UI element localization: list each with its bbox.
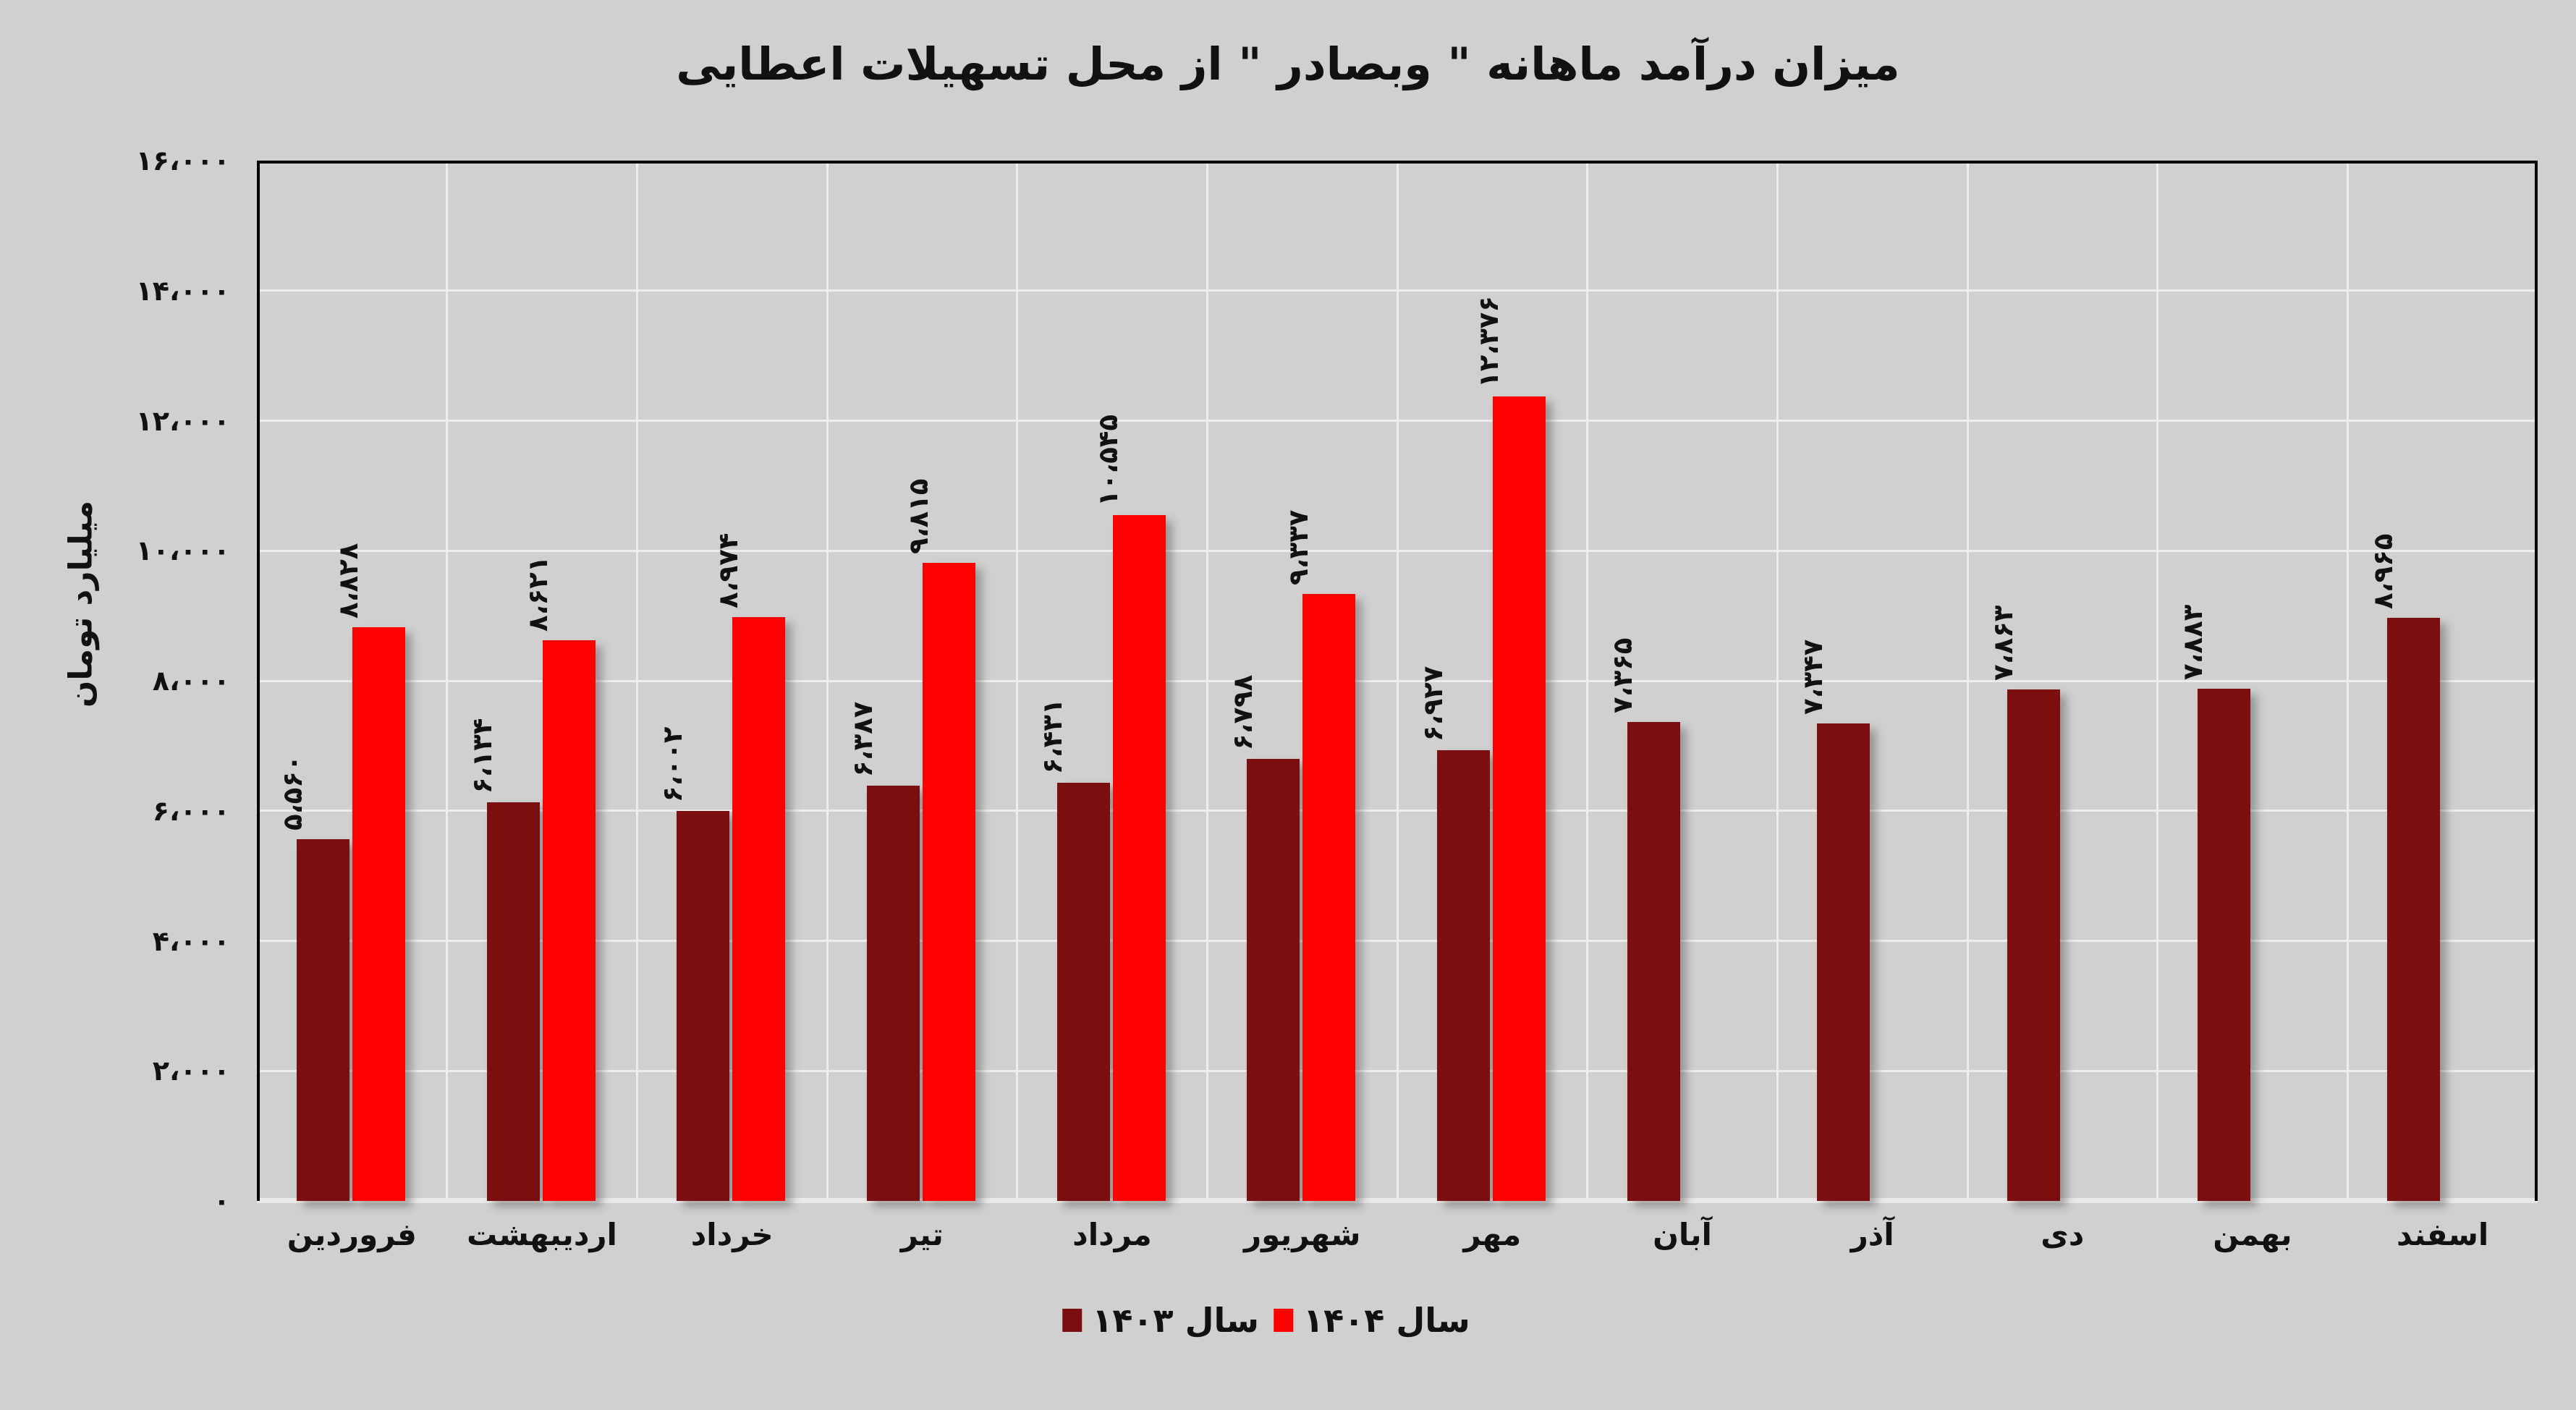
legend-swatch-1404 (1274, 1309, 1293, 1332)
bar-value-text: ۶،۷۹۸ (1226, 674, 1258, 751)
x-tick-label: دی (2041, 1217, 2085, 1252)
x-tick-label: اسفند (2396, 1217, 2489, 1252)
bar-year1403 (2007, 689, 2060, 1201)
bar-value-text: ۸،۸۲۸ (332, 543, 364, 619)
plot-border-right (2535, 161, 2538, 1201)
bar-year1403 (486, 802, 540, 1201)
bar-year1404 (923, 562, 975, 1201)
x-tick-label: مرداد (1072, 1217, 1152, 1252)
x-tick-label: فروردین (287, 1217, 417, 1252)
y-tick-label: ۶،۰۰۰ (152, 794, 230, 827)
x-axis-baseline (257, 1198, 2538, 1203)
bar-year1403 (1817, 723, 1870, 1201)
legend-item-1403: سال ۱۴۰۳ (1062, 1301, 1259, 1340)
gridline-vertical (446, 161, 449, 1201)
bar-year1403 (1247, 759, 1300, 1201)
x-tick-label: بهمن (2213, 1217, 2292, 1252)
bar-value-text: ۶،۹۲۷ (1417, 666, 1449, 742)
bar-year1403 (297, 839, 349, 1201)
y-tick-label: ۱۰،۰۰۰ (135, 535, 230, 567)
bar-value-text: ۷،۸۸۳ (2177, 604, 2209, 680)
x-tick-label: اردیبهشت (466, 1217, 617, 1252)
bar-value-text: ۷،۸۶۳ (1987, 605, 2019, 681)
x-tick-label: مهر (1463, 1217, 1522, 1252)
bar-value-text: ۶،۰۰۲ (656, 726, 688, 802)
gridline-vertical (826, 161, 829, 1201)
bar-value-text: ۹،۳۳۷ (1282, 509, 1314, 585)
plot-area: ۵،۵۶۰ ۶،۱۳۴ ۶،۰۰۲ ۶،۳۸۷ ۶،۴۳۱ ۶،۷۹۸ ۶،۹۲۷ ۷،۳۶۵… (257, 161, 2538, 1203)
bar-value-text: ۹،۸۱۵ (902, 478, 934, 554)
y-tick-label: ۰ (213, 1185, 230, 1217)
chart-title: میزان درآمد ماهانه " وبصادر " از محل تسه… (676, 38, 1900, 90)
x-tick-label: آذر (1850, 1217, 1894, 1252)
y-tick-label: ۴،۰۰۰ (152, 925, 230, 957)
gridline-vertical (1396, 161, 1399, 1201)
bar-year1403 (2197, 688, 2250, 1201)
legend: سال ۱۴۰۳ سال ۱۴۰۴ (1062, 1301, 1470, 1340)
bar-year1403 (1627, 722, 1680, 1201)
bar-value-text: ۶،۱۳۴ (467, 718, 499, 794)
bar-value-text: ۸،۶۲۱ (522, 556, 554, 632)
bar-value-text: ۱۰،۵۴۵ (1093, 415, 1124, 507)
bar-year1404 (542, 640, 596, 1201)
gridline-vertical (1586, 161, 1589, 1201)
gridline-vertical (2156, 161, 2159, 1201)
legend-label-1404: سال ۱۴۰۴ (1303, 1301, 1470, 1340)
plot-border-top (257, 161, 2538, 163)
x-tick-label: تیر (900, 1217, 944, 1252)
bar-value-text: ۱۲،۳۷۶ (1473, 295, 1504, 388)
x-tick-label: شهریور (1243, 1217, 1361, 1252)
bar-year1403 (2387, 618, 2441, 1201)
bar-year1403 (867, 785, 920, 1201)
y-tick-label: ۱۶،۰۰۰ (135, 145, 230, 177)
legend-swatch-1403 (1062, 1309, 1082, 1332)
bar-value-text: ۶،۴۳۱ (1037, 698, 1069, 775)
y-tick-label: ۲،۰۰۰ (152, 1055, 230, 1087)
bar-year1404 (1493, 396, 1546, 1201)
bar-year1403 (1056, 783, 1110, 1201)
bar-value-text: ۶،۳۸۷ (847, 701, 878, 777)
gridline-vertical (1206, 161, 1208, 1201)
bar-value-text: ۷،۳۶۵ (1607, 637, 1639, 714)
bar-value-text: ۸،۹۶۵ (2367, 533, 2399, 610)
bar-value-text: ۵،۵۶۰ (276, 755, 308, 831)
x-tick-label: خرداد (690, 1217, 774, 1252)
legend-item-1404: سال ۱۴۰۴ (1274, 1301, 1470, 1340)
gridline-vertical (1966, 161, 1969, 1201)
bar-year1403 (677, 810, 730, 1201)
bar-year1403 (1437, 750, 1490, 1201)
bar-value-text: ۸،۹۷۴ (712, 533, 744, 609)
gridline-vertical (2346, 161, 2349, 1201)
bar-year1404 (352, 627, 405, 1201)
bar-year1404 (1302, 593, 1356, 1201)
plot-border-left (257, 161, 260, 1201)
bar-value-text: ۷،۳۴۷ (1797, 639, 1829, 715)
gridline-vertical (635, 161, 638, 1201)
bar-year1404 (732, 617, 786, 1201)
y-tick-label: ۱۲،۰۰۰ (135, 404, 230, 437)
bar-year1404 (1112, 515, 1166, 1201)
gridline-vertical (1016, 161, 1019, 1201)
y-tick-label: ۱۴،۰۰۰ (135, 274, 230, 307)
gridline-vertical (1776, 161, 1779, 1201)
y-tick-label: ۸،۰۰۰ (152, 665, 230, 697)
legend-label-1403: سال ۱۴۰۳ (1092, 1301, 1259, 1340)
x-tick-label: آبان (1653, 1217, 1712, 1252)
